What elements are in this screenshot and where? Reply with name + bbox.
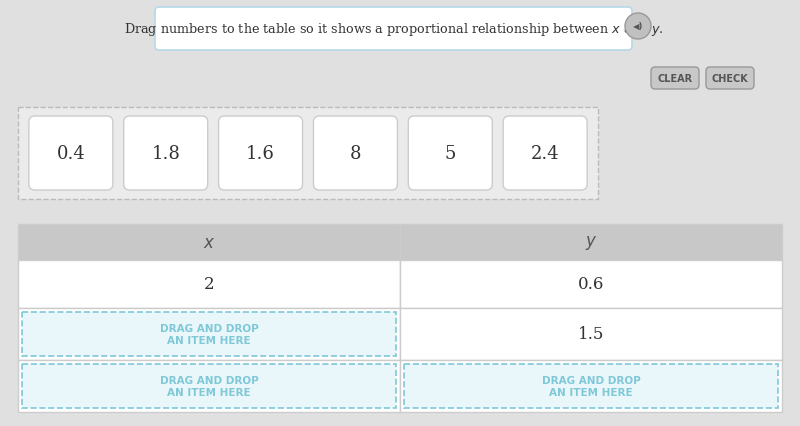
FancyBboxPatch shape <box>29 117 113 190</box>
Bar <box>400 308 782 360</box>
Text: 1.5: 1.5 <box>578 326 604 343</box>
Text: $y$: $y$ <box>585 233 598 251</box>
Text: CLEAR: CLEAR <box>658 74 693 84</box>
FancyBboxPatch shape <box>706 68 754 90</box>
Bar <box>22 364 396 408</box>
Bar <box>22 312 396 356</box>
FancyBboxPatch shape <box>408 117 492 190</box>
Text: ◀): ◀) <box>633 23 643 32</box>
Bar <box>18 260 400 308</box>
Text: Drag numbers to the table so it shows a proportional relationship between $x$ an: Drag numbers to the table so it shows a … <box>123 21 663 38</box>
Bar <box>400 225 782 260</box>
Text: 1.8: 1.8 <box>151 145 180 163</box>
FancyBboxPatch shape <box>503 117 587 190</box>
Circle shape <box>625 14 651 40</box>
Bar <box>400 360 782 412</box>
Text: DRAG AND DROP
AN ITEM HERE: DRAG AND DROP AN ITEM HERE <box>160 375 258 397</box>
FancyBboxPatch shape <box>651 68 699 90</box>
Bar <box>18 108 598 199</box>
Bar <box>18 308 400 360</box>
FancyBboxPatch shape <box>314 117 398 190</box>
Text: 2: 2 <box>204 276 214 293</box>
FancyBboxPatch shape <box>218 117 302 190</box>
Text: $x$: $x$ <box>202 233 215 251</box>
Bar <box>404 364 778 408</box>
FancyBboxPatch shape <box>155 8 632 51</box>
Text: 8: 8 <box>350 145 361 163</box>
Bar <box>18 225 400 260</box>
Bar <box>400 260 782 308</box>
Text: 1.6: 1.6 <box>246 145 275 163</box>
Text: 0.4: 0.4 <box>57 145 86 163</box>
Text: 5: 5 <box>445 145 456 163</box>
Bar <box>18 360 400 412</box>
Text: DRAG AND DROP
AN ITEM HERE: DRAG AND DROP AN ITEM HERE <box>160 323 258 345</box>
Text: 0.6: 0.6 <box>578 276 604 293</box>
FancyBboxPatch shape <box>124 117 208 190</box>
Text: 2.4: 2.4 <box>531 145 559 163</box>
Text: DRAG AND DROP
AN ITEM HERE: DRAG AND DROP AN ITEM HERE <box>542 375 640 397</box>
Text: CHECK: CHECK <box>712 74 748 84</box>
